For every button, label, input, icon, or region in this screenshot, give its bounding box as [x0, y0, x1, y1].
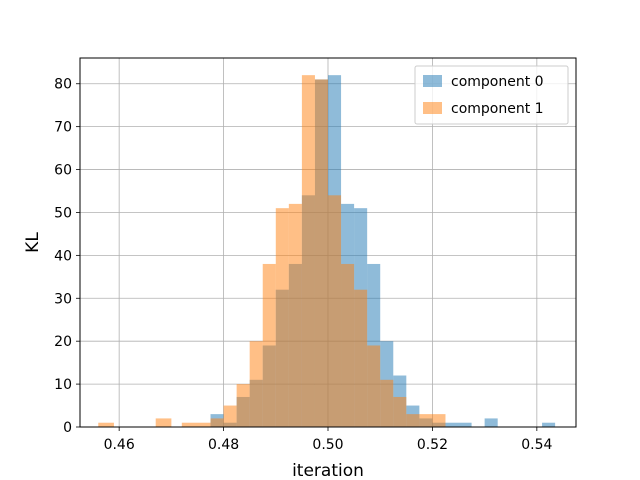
histogram-bar-component-1	[354, 289, 368, 427]
histogram-bar-component-1	[341, 263, 355, 427]
x-axis-label: iteration	[292, 461, 364, 480]
legend-label-component-0: component 0	[451, 74, 544, 90]
legend-label-component-1: component 1	[451, 101, 544, 117]
legend-box	[414, 65, 569, 125]
histogram-bar-component-1	[419, 414, 433, 427]
y-tick-label: 60	[54, 163, 72, 179]
legend: component 0 component 1	[414, 65, 569, 125]
histogram-bar-component-1	[210, 418, 224, 427]
y-tick-label: 80	[54, 77, 72, 93]
histogram-bar-component-1	[275, 208, 289, 427]
y-tick-label: 70	[54, 120, 72, 136]
histogram-bar-component-1	[288, 203, 302, 427]
histogram-bar-component-1	[98, 422, 114, 427]
y-tick-label: 50	[54, 205, 72, 221]
histogram-bar-component-1	[236, 384, 250, 427]
y-tick-label: 40	[54, 248, 72, 264]
histogram-bar-component-1	[393, 396, 407, 427]
histogram-bar-component-1	[314, 79, 328, 427]
ticks-layer: 0.46 0.48 0.50 0.52 0.54 0 10 20 30 40 50 60 70 80	[54, 77, 552, 453]
x-tick-label: 0.46	[104, 437, 135, 453]
x-tick-label: 0.54	[521, 437, 552, 453]
histogram-bar-component-1	[406, 414, 420, 427]
bars-layer	[98, 75, 556, 428]
x-tick-label: 0.52	[417, 437, 448, 453]
y-tick-label: 10	[54, 377, 72, 393]
histogram-bar-component-1	[367, 345, 381, 427]
legend-swatch-component-1	[423, 102, 442, 114]
histogram-bar-component-1	[328, 195, 342, 427]
histogram-bar-component-0	[542, 422, 556, 427]
histogram-bar-component-1	[223, 405, 237, 427]
legend-swatch-component-0	[423, 75, 442, 87]
x-tick-label: 0.50	[312, 437, 343, 453]
histogram-bar-component-0	[445, 422, 459, 427]
y-tick-label: 20	[54, 334, 72, 350]
histogram-bar-component-1	[301, 75, 315, 428]
histogram-bar-component-1	[249, 341, 263, 427]
y-tick-label: 30	[54, 291, 72, 307]
x-tick-label: 0.48	[208, 437, 239, 453]
y-tick-label: 0	[63, 420, 72, 436]
histogram-bar-component-1	[155, 418, 172, 427]
histogram-bar-component-1	[432, 414, 446, 427]
histogram-bar-component-1	[181, 422, 211, 427]
histogram-bar-component-1	[262, 263, 276, 427]
histogram-bar-component-1	[380, 379, 394, 427]
histogram-bar-component-0	[458, 422, 472, 427]
y-axis-label: KL	[23, 232, 43, 253]
histogram-bar-component-0	[484, 418, 498, 427]
